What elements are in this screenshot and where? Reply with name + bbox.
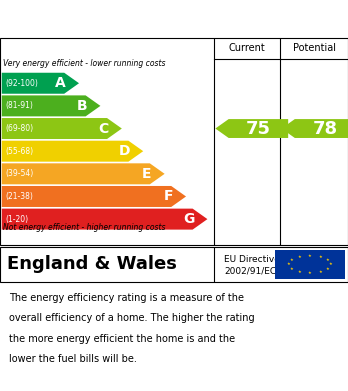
Text: G: G (183, 212, 195, 226)
Text: ★: ★ (298, 270, 301, 274)
Text: F: F (164, 190, 173, 203)
Text: ★: ★ (318, 255, 322, 259)
Text: ★: ★ (329, 262, 332, 266)
Text: ★: ★ (287, 262, 291, 266)
Text: ★: ★ (326, 267, 330, 271)
Text: (92-100): (92-100) (5, 79, 38, 88)
Text: ★: ★ (290, 267, 293, 271)
Polygon shape (2, 163, 165, 184)
Polygon shape (2, 209, 207, 230)
Text: ★: ★ (290, 258, 293, 262)
Text: E: E (142, 167, 152, 181)
Text: B: B (77, 99, 87, 113)
Polygon shape (2, 186, 186, 207)
Bar (275, 250, 345, 279)
Text: Current: Current (229, 43, 266, 53)
Polygon shape (2, 73, 79, 94)
Text: (1-20): (1-20) (5, 215, 28, 224)
Text: (21-38): (21-38) (5, 192, 33, 201)
Polygon shape (2, 141, 143, 161)
Text: Potential: Potential (293, 43, 335, 53)
Text: (39-54): (39-54) (5, 169, 33, 178)
Text: Energy Efficiency Rating: Energy Efficiency Rating (9, 11, 219, 25)
Text: Not energy efficient - higher running costs: Not energy efficient - higher running co… (3, 223, 166, 232)
Text: ★: ★ (298, 255, 301, 259)
Text: ★: ★ (326, 258, 330, 262)
Text: England & Wales: England & Wales (7, 255, 177, 273)
Text: 2002/91/EC: 2002/91/EC (224, 266, 277, 275)
Text: C: C (98, 122, 109, 136)
Text: ★: ★ (318, 270, 322, 274)
Text: D: D (119, 144, 130, 158)
Text: (81-91): (81-91) (5, 101, 33, 110)
Text: Very energy efficient - lower running costs: Very energy efficient - lower running co… (3, 59, 166, 68)
Text: the more energy efficient the home is and the: the more energy efficient the home is an… (9, 334, 235, 344)
Polygon shape (2, 95, 101, 117)
Text: 78: 78 (313, 120, 338, 138)
Text: 75: 75 (246, 120, 271, 138)
Text: The energy efficiency rating is a measure of the: The energy efficiency rating is a measur… (9, 293, 244, 303)
Text: (55-68): (55-68) (5, 147, 33, 156)
Text: (69-80): (69-80) (5, 124, 33, 133)
Polygon shape (215, 119, 288, 138)
Text: overall efficiency of a home. The higher the rating: overall efficiency of a home. The higher… (9, 313, 254, 323)
Text: ★: ★ (308, 254, 311, 258)
Text: lower the fuel bills will be.: lower the fuel bills will be. (9, 354, 136, 364)
Polygon shape (282, 119, 348, 138)
Text: ★: ★ (308, 271, 311, 275)
Polygon shape (2, 118, 122, 139)
Text: EU Directive: EU Directive (224, 255, 280, 264)
Text: A: A (55, 76, 66, 90)
